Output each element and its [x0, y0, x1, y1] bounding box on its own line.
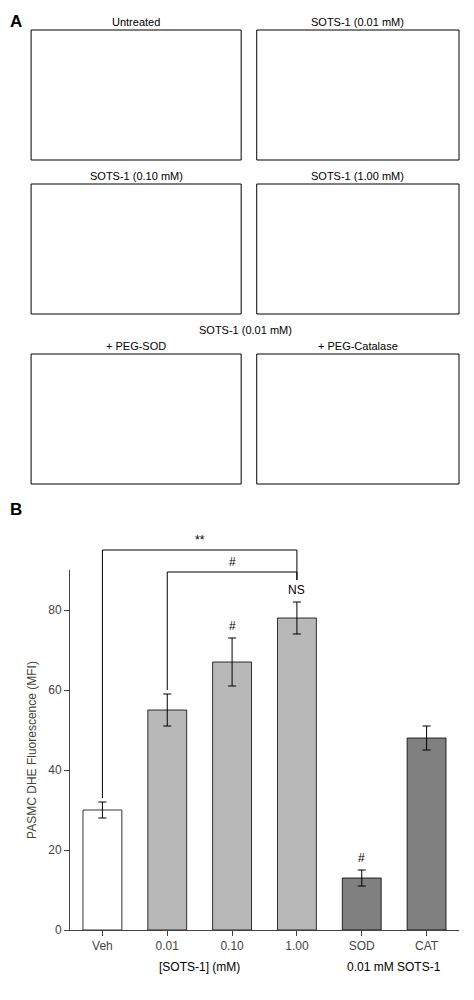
svg-text:#: # — [229, 619, 236, 633]
svg-text:SOTS-1 (0.01 mM): SOTS-1 (0.01 mM) — [311, 16, 404, 28]
svg-text:PASMC DHE Fluorescence (MFI): PASMC DHE Fluorescence (MFI) — [25, 661, 39, 839]
svg-text:CAT: CAT — [415, 939, 439, 953]
svg-text:+ PEG-SOD: + PEG-SOD — [106, 340, 166, 352]
svg-text:A: A — [10, 12, 22, 31]
svg-text:SOD: SOD — [349, 939, 375, 953]
svg-text:20: 20 — [48, 843, 62, 857]
svg-text:80: 80 — [48, 603, 62, 617]
svg-text:1.00: 1.00 — [285, 939, 309, 953]
svg-text:NS: NS — [288, 583, 305, 597]
svg-text:0: 0 — [55, 923, 62, 937]
svg-text:0.01: 0.01 — [156, 939, 180, 953]
svg-text:0.10: 0.10 — [220, 939, 244, 953]
svg-text:Veh: Veh — [92, 939, 113, 953]
svg-text:+ PEG-Catalase: + PEG-Catalase — [318, 340, 398, 352]
svg-text:SOTS-1 (0.10 mM): SOTS-1 (0.10 mM) — [90, 170, 183, 182]
svg-text:40: 40 — [48, 763, 62, 777]
svg-text:SOTS-1 (0.01 mM): SOTS-1 (0.01 mM) — [199, 324, 292, 336]
svg-text:B: B — [10, 500, 22, 519]
svg-text:[SOTS-1] (mM): [SOTS-1] (mM) — [159, 960, 240, 974]
svg-text:#: # — [229, 555, 236, 569]
svg-text:SOTS-1 (1.00 mM): SOTS-1 (1.00 mM) — [311, 170, 404, 182]
svg-text:60: 60 — [48, 683, 62, 697]
svg-text:#: # — [358, 851, 365, 865]
svg-text:0.01 mM SOTS-1: 0.01 mM SOTS-1 — [347, 960, 441, 974]
svg-text:Untreated: Untreated — [112, 16, 160, 28]
svg-text:**: ** — [195, 533, 205, 547]
